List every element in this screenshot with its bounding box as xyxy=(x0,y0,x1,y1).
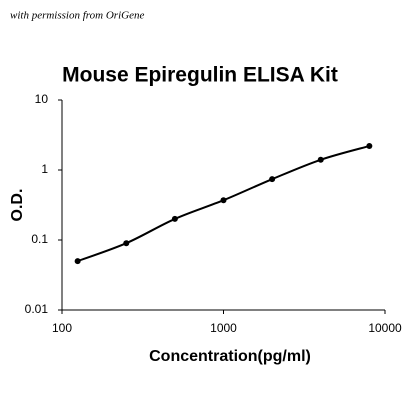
x-tick-label: 10000 xyxy=(368,321,402,335)
y-tick-label: 0.1 xyxy=(31,232,48,246)
y-tick-label: 0.01 xyxy=(25,302,49,316)
y-tick-label: 10 xyxy=(35,92,49,106)
fit-line xyxy=(77,145,370,263)
data-point xyxy=(171,215,178,222)
x-tick-label: 1000 xyxy=(210,321,237,335)
data-point xyxy=(269,176,276,183)
annotation: with permission from OriGene xyxy=(10,10,144,22)
data-point xyxy=(220,197,227,204)
data-point xyxy=(74,258,81,265)
chart-title: Mouse Epiregulin ELISA Kit xyxy=(62,64,338,87)
x-tick-label: 100 xyxy=(52,321,72,335)
y-axis-label: O.D. xyxy=(9,189,26,222)
data-point xyxy=(123,240,130,247)
data-point xyxy=(366,143,373,150)
data-point xyxy=(317,156,324,163)
x-axis-label: Concentration(pg/ml) xyxy=(149,348,311,365)
y-tick-label: 1 xyxy=(41,162,48,176)
